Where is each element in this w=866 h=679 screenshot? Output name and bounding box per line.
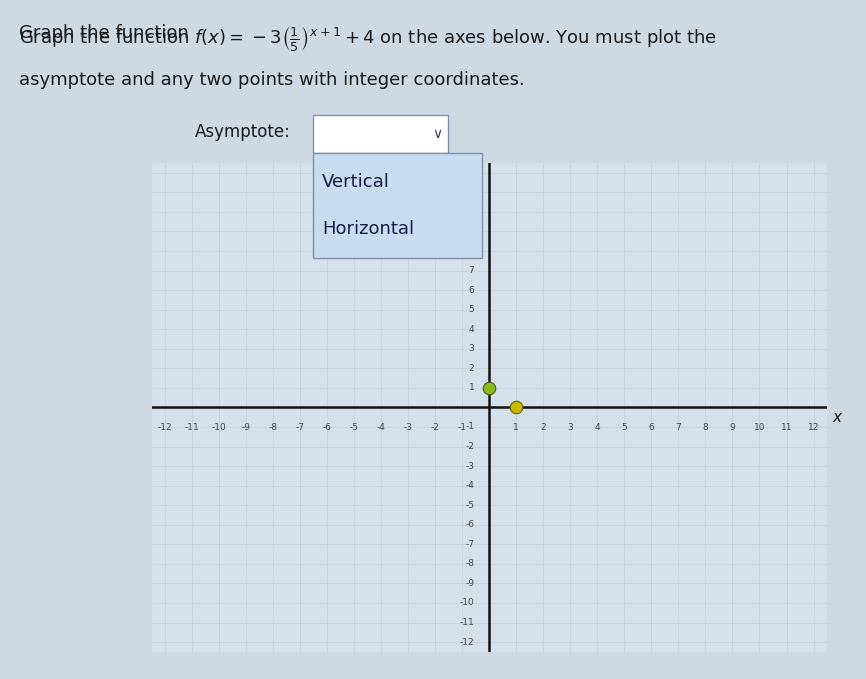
Text: Vertical: Vertical (322, 173, 390, 191)
Text: 8: 8 (469, 246, 475, 255)
Text: 4: 4 (595, 423, 600, 432)
Text: -7: -7 (465, 540, 475, 549)
Text: -4: -4 (466, 481, 475, 490)
Text: -5: -5 (465, 500, 475, 510)
Text: -8: -8 (268, 423, 278, 432)
Text: ∨: ∨ (432, 127, 443, 141)
Text: 10: 10 (463, 207, 475, 217)
Text: 1: 1 (514, 423, 520, 432)
Text: Asymptote:: Asymptote: (195, 124, 291, 141)
Text: -12: -12 (158, 423, 172, 432)
Text: 3: 3 (469, 344, 475, 353)
Text: 4: 4 (469, 325, 475, 333)
Text: -1: -1 (465, 422, 475, 431)
Text: -7: -7 (295, 423, 305, 432)
Text: -1: -1 (458, 423, 467, 432)
Text: 11: 11 (463, 188, 475, 197)
Text: 6: 6 (469, 286, 475, 295)
Text: -8: -8 (465, 559, 475, 568)
Text: -4: -4 (377, 423, 385, 432)
Text: -3: -3 (404, 423, 413, 432)
Text: -10: -10 (460, 598, 475, 608)
Text: 6: 6 (649, 423, 655, 432)
Text: 1: 1 (469, 384, 475, 392)
Text: -6: -6 (465, 520, 475, 529)
Text: -9: -9 (242, 423, 250, 432)
Text: 11: 11 (781, 423, 792, 432)
Text: -6: -6 (323, 423, 332, 432)
Text: 2: 2 (540, 423, 546, 432)
Text: Graph the function $f(x) = -3\left(\frac{1}{5}\right)^{x+1} + 4$ on the axes bel: Graph the function $f(x) = -3\left(\frac… (19, 24, 717, 53)
Text: Graph the function: Graph the function (19, 24, 195, 42)
Text: asymptote and any two points with integer coordinates.: asymptote and any two points with intege… (19, 71, 525, 90)
Text: 9: 9 (729, 423, 735, 432)
Text: 10: 10 (753, 423, 766, 432)
Text: 7: 7 (675, 423, 682, 432)
Text: 2: 2 (469, 364, 475, 373)
Text: -11: -11 (184, 423, 199, 432)
Text: -10: -10 (211, 423, 227, 432)
Text: 7: 7 (469, 266, 475, 275)
Text: -2: -2 (466, 442, 475, 451)
Text: 5: 5 (622, 423, 627, 432)
Text: -9: -9 (465, 579, 475, 588)
Text: -3: -3 (465, 462, 475, 471)
Text: 3: 3 (567, 423, 573, 432)
Text: 12: 12 (463, 168, 475, 177)
Text: 8: 8 (702, 423, 708, 432)
Text: x: x (832, 409, 842, 424)
Text: 5: 5 (469, 305, 475, 314)
Text: -2: -2 (430, 423, 440, 432)
Text: -11: -11 (460, 618, 475, 627)
Text: 9: 9 (469, 227, 475, 236)
Text: -5: -5 (350, 423, 359, 432)
Text: Horizontal: Horizontal (322, 219, 414, 238)
Text: -12: -12 (460, 638, 475, 646)
Text: 12: 12 (808, 423, 819, 432)
